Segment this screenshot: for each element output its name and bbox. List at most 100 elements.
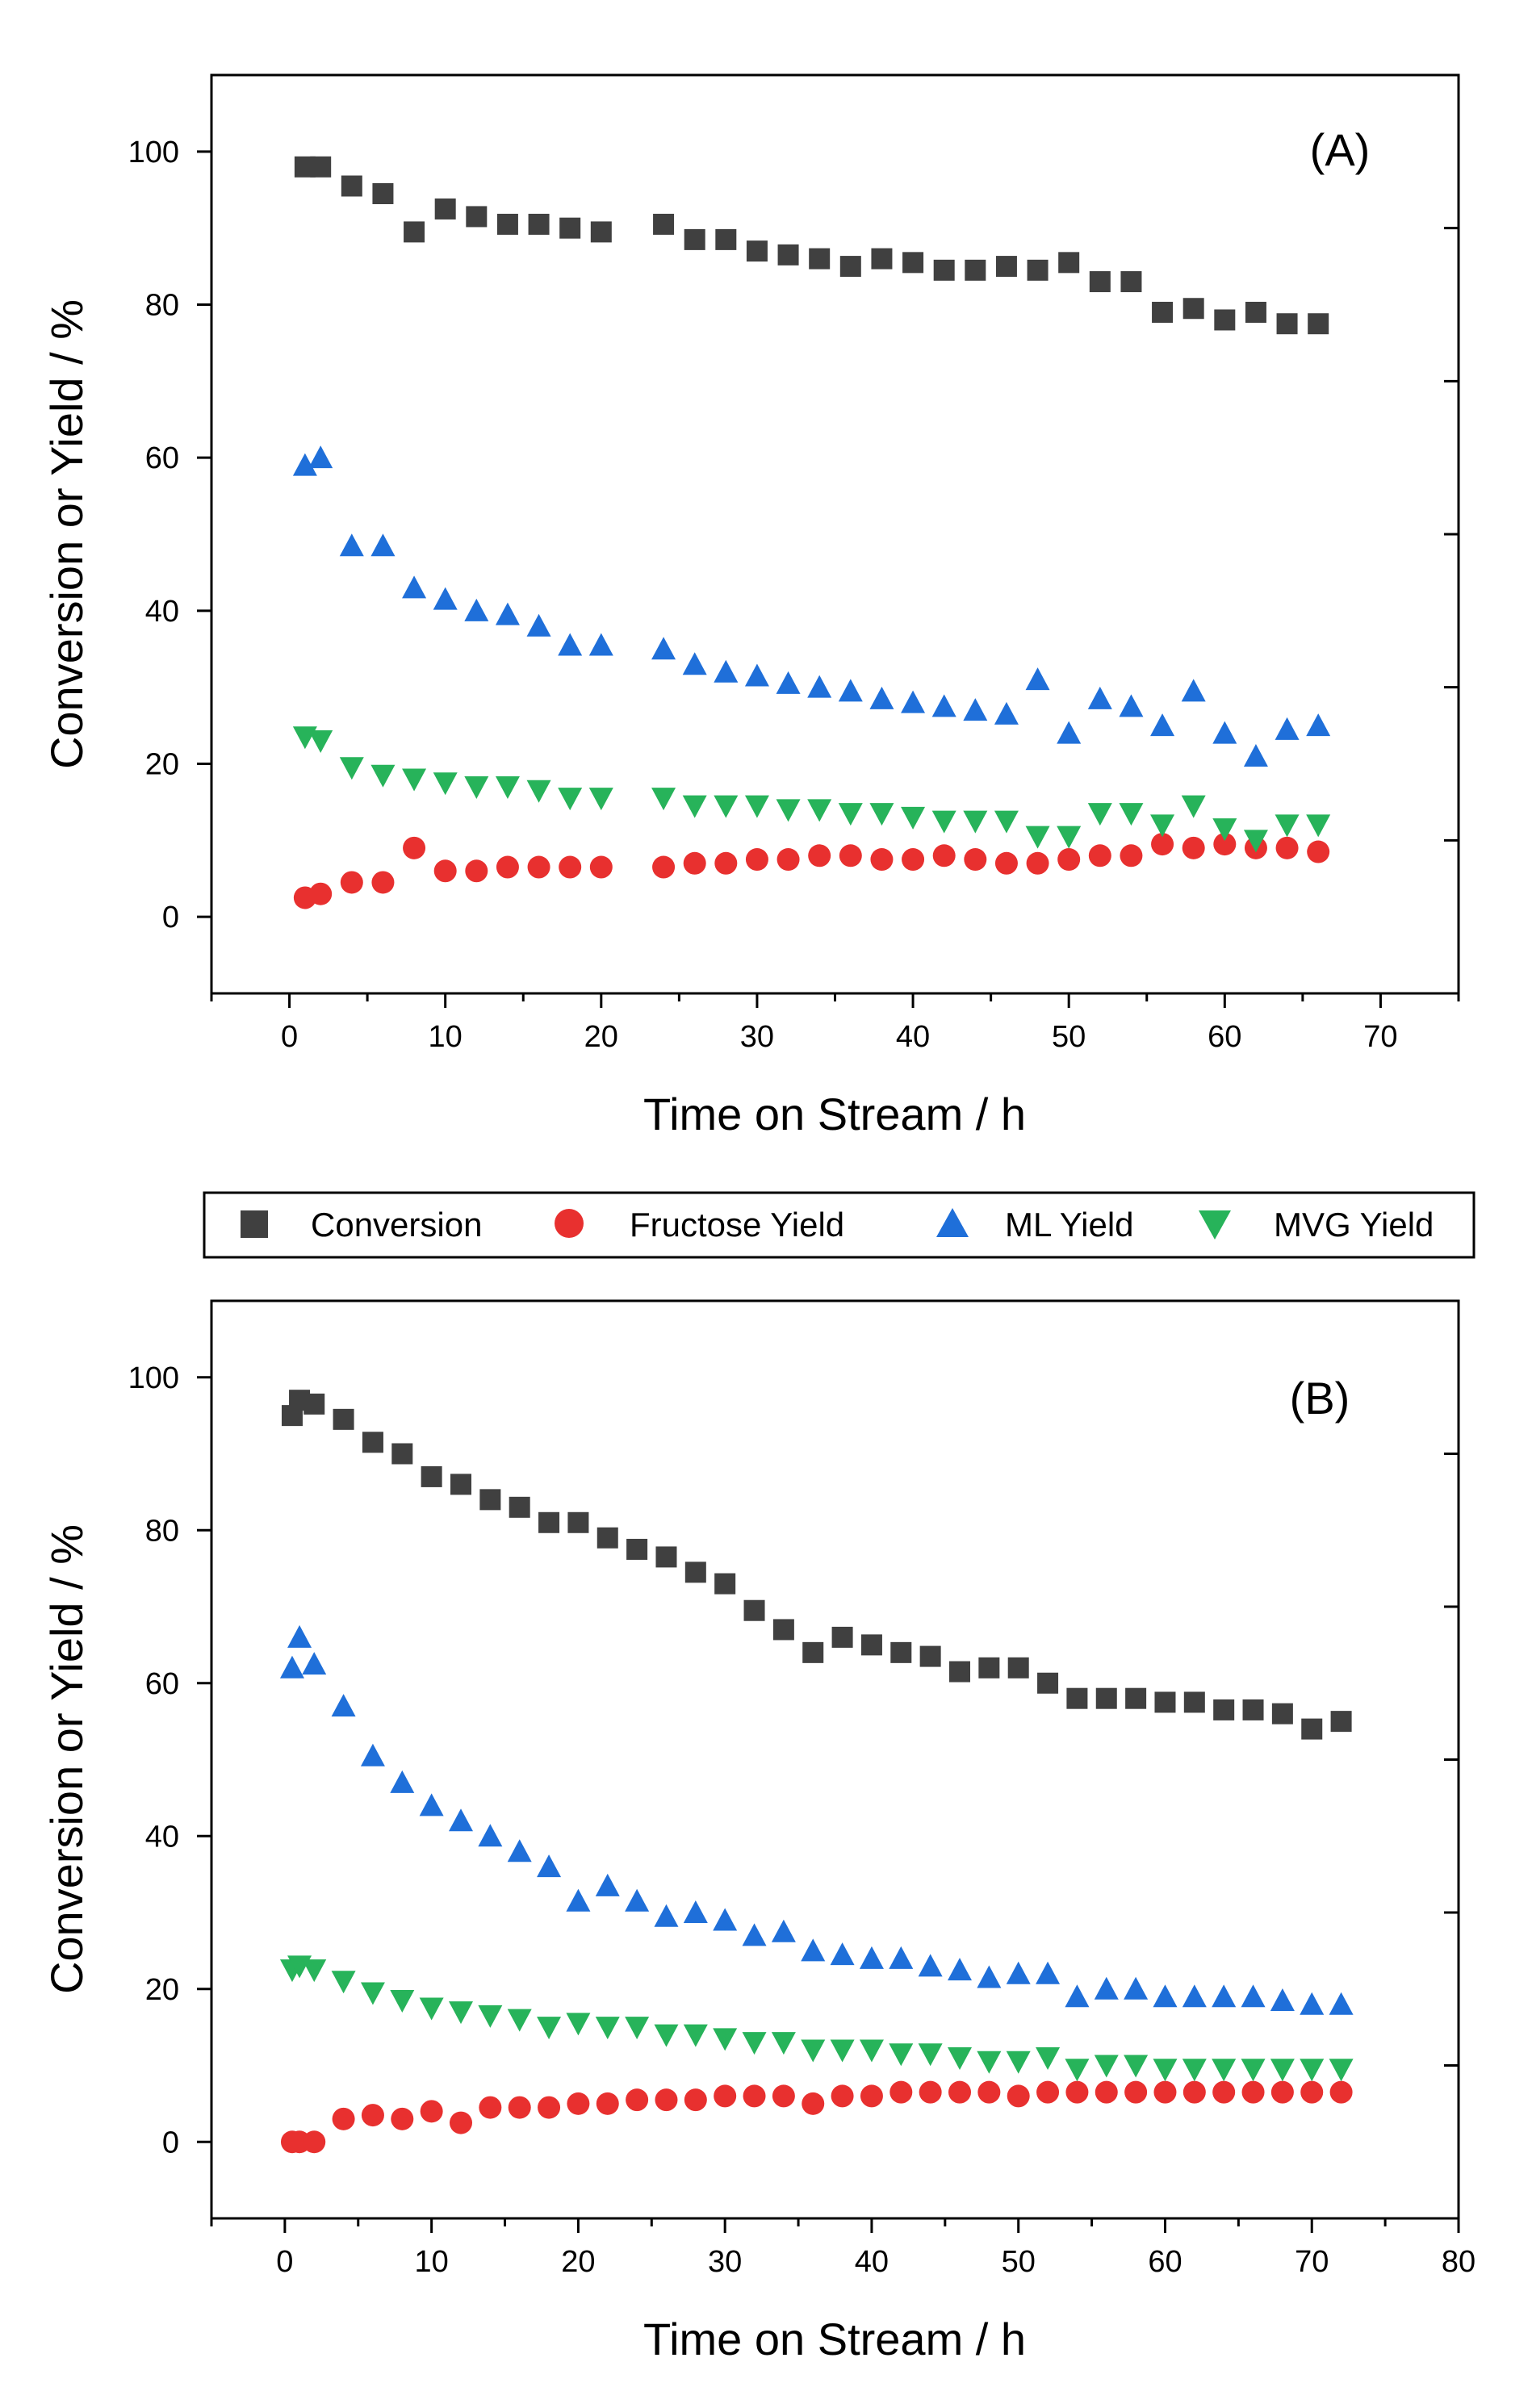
- panel-a-conversion-point: [341, 175, 362, 197]
- panel-b-conversion-point: [479, 1489, 501, 1511]
- panel-b-ml-yield-point: [360, 1743, 385, 1766]
- panel-a-conversion-point: [466, 206, 488, 228]
- panel-b-fructose-yield-point: [361, 2104, 384, 2127]
- panel-a-mvg-yield-point: [901, 806, 926, 830]
- panel-b-fructose-yield-point: [1182, 2080, 1206, 2104]
- panel-a-conversion-point: [839, 256, 861, 278]
- panel-b-ticks: 0 10 20 30 40 50 60 70 80 0 20 40 60 80 100: [128, 1299, 1475, 2279]
- panel-a-x-tick-label: 40: [896, 1020, 930, 1054]
- panel-a-plot-frame: [210, 73, 1460, 995]
- panel-a-fructose-yield-point: [589, 855, 613, 879]
- panel-b-fructose-yield-point: [1329, 2080, 1353, 2104]
- panel-b-conversion-point: [1301, 1718, 1323, 1740]
- panel-b-conversion-point: [860, 1634, 882, 1656]
- panel-a-ml-yield-point: [292, 453, 317, 476]
- panel-b-fructose-yield-point: [1036, 2080, 1060, 2104]
- panel-a-conversion-point: [559, 217, 581, 239]
- panel-a-mvg-yield-point: [588, 788, 613, 811]
- panel-a-conversion-point: [1245, 301, 1266, 323]
- panel-a-conversion-point: [404, 221, 425, 243]
- panel-a-mvg-yield-point: [1181, 795, 1206, 818]
- panel-a-x-tick-label: 30: [740, 1020, 774, 1054]
- panel-b-ml-yield-point: [537, 1854, 562, 1878]
- panel-b-ml-yield-point: [1065, 1984, 1090, 2008]
- panel-a-ml-yield-point: [339, 533, 364, 557]
- panel-a-x-tick-label: 50: [1052, 1020, 1086, 1054]
- panel-b-mvg-yield-point: [859, 2039, 884, 2063]
- panel-a-mvg-yield-point: [1119, 803, 1144, 826]
- panel-b-ml-yield-point: [1036, 1961, 1061, 1984]
- panel-a-fructose-yield-point: [496, 855, 519, 879]
- panel-a-mvg-yield-point: [651, 788, 676, 811]
- panel-a-conversion-point: [1308, 313, 1329, 335]
- panel-b-mvg-yield-point: [331, 1971, 356, 1994]
- panel-a-ml-yield-point: [869, 686, 894, 709]
- panel-b-conversion-point: [1095, 1687, 1117, 1709]
- panel-b-y-tick-label: 80: [145, 1514, 179, 1548]
- panel-a-mvg-yield-point: [1057, 826, 1082, 849]
- panel-a-x-tick-label: 20: [584, 1020, 618, 1054]
- panel-a-mvg-yield-point: [744, 795, 769, 818]
- panel-b-mvg-yield-point: [1036, 2047, 1061, 2071]
- panel-a-mvg-yield-point: [1306, 814, 1331, 838]
- panel-b-y-tick-label: 20: [145, 1973, 179, 2007]
- panel-b: 0 10 20 30 40 50 60 70 80 0 20 40 60 80 100 (B) Time o…: [41, 1299, 1475, 2364]
- panel-a: 0 10 20 30 40 50 60 70 0 20 40 60 80 100 (A) Time on …: [41, 73, 1460, 1139]
- panel-b-ml-yield-point: [625, 1888, 650, 1912]
- panel-b-ml-yield-point: [654, 1904, 679, 1927]
- panel-a-conversion-point: [1058, 252, 1080, 274]
- panel-a-mvg-yield-point: [807, 799, 832, 822]
- panel-b-conversion-point: [538, 1511, 560, 1533]
- panel-b-fructose-yield-point: [802, 2092, 825, 2115]
- panel-a-ml-yield-point: [651, 637, 676, 660]
- panel-b-mvg-yield-point: [948, 2047, 972, 2071]
- panel-a-ml-yield-point: [1025, 667, 1050, 691]
- panel-a-conversion-point: [902, 252, 924, 274]
- panel-b-plot-frame: [210, 1299, 1460, 2220]
- panel-a-mvg-yield-point: [994, 810, 1019, 834]
- panel-a-mvg-yield-point: [682, 795, 707, 818]
- panel-b-ml-yield-point: [889, 1946, 914, 1969]
- panel-a-fructose-yield-point: [340, 871, 363, 894]
- legend-box: [203, 1191, 1475, 1259]
- panel-b-mvg-yield-point: [1153, 2059, 1178, 2082]
- panel-b-mvg-yield-point: [625, 2017, 650, 2040]
- panel-a-ml-yield-point: [464, 598, 489, 621]
- panel-b-conversion-point: [1213, 1699, 1235, 1720]
- legend-mvg-marker: [1199, 1210, 1231, 1240]
- panel-a-conversion-point: [809, 248, 831, 270]
- panel-b-y-tick-label: 0: [162, 2126, 179, 2159]
- legend-mvg-label: MVG Yield: [1274, 1206, 1434, 1244]
- panel-b-ml-yield-point: [279, 1655, 304, 1678]
- panel-a-conversion-point: [434, 198, 456, 219]
- panel-a-ml-yield-point: [931, 694, 956, 717]
- panel-b-x-tick-label: 30: [708, 2245, 742, 2279]
- legend-conversion-marker: [241, 1210, 268, 1238]
- panel-a-conversion-point: [871, 248, 893, 270]
- panel-b-ml-yield-point: [302, 1652, 327, 1675]
- panel-a-y-tick-label: 100: [128, 136, 179, 169]
- panel-b-fructose-yield-point: [684, 2088, 707, 2112]
- panel-b-mvg-yield-point: [654, 2024, 679, 2047]
- panel-a-mvg-yield-point: [963, 810, 988, 834]
- panel-b-mvg-yield-point: [771, 2032, 796, 2055]
- panel-b-conversion-point: [1066, 1687, 1088, 1709]
- panel-b-fructose-yield-point: [977, 2080, 1001, 2104]
- panel-b-ml-yield-point: [595, 1873, 620, 1896]
- panel-b-fructose-yield-point: [1241, 2080, 1265, 2104]
- panel-a-mvg-yield-point: [308, 730, 333, 754]
- panel-b-fructose-yield-point: [1270, 2080, 1294, 2104]
- panel-b-conversion-point: [684, 1561, 706, 1583]
- panel-a-x-tick-label: 10: [429, 1020, 463, 1054]
- panel-a-fructose-yield-point: [465, 859, 488, 883]
- panel-b-fructose-yield-point: [303, 2130, 326, 2154]
- panel-b-ml-yield-point: [977, 1965, 1002, 1988]
- panel-a-ml-yield-point: [1150, 713, 1175, 737]
- panel-a-ml-yield-point: [682, 652, 707, 675]
- panel-b-y-tick-label: 40: [145, 1820, 179, 1854]
- panel-a-ml-yield-point: [433, 587, 458, 610]
- panel-a-fructose-yield-point: [1026, 851, 1049, 875]
- panel-b-x-tick-label: 40: [855, 2245, 889, 2279]
- panel-b-ml-yield-point: [1153, 1984, 1178, 2008]
- panel-a-conversion-point: [965, 259, 986, 281]
